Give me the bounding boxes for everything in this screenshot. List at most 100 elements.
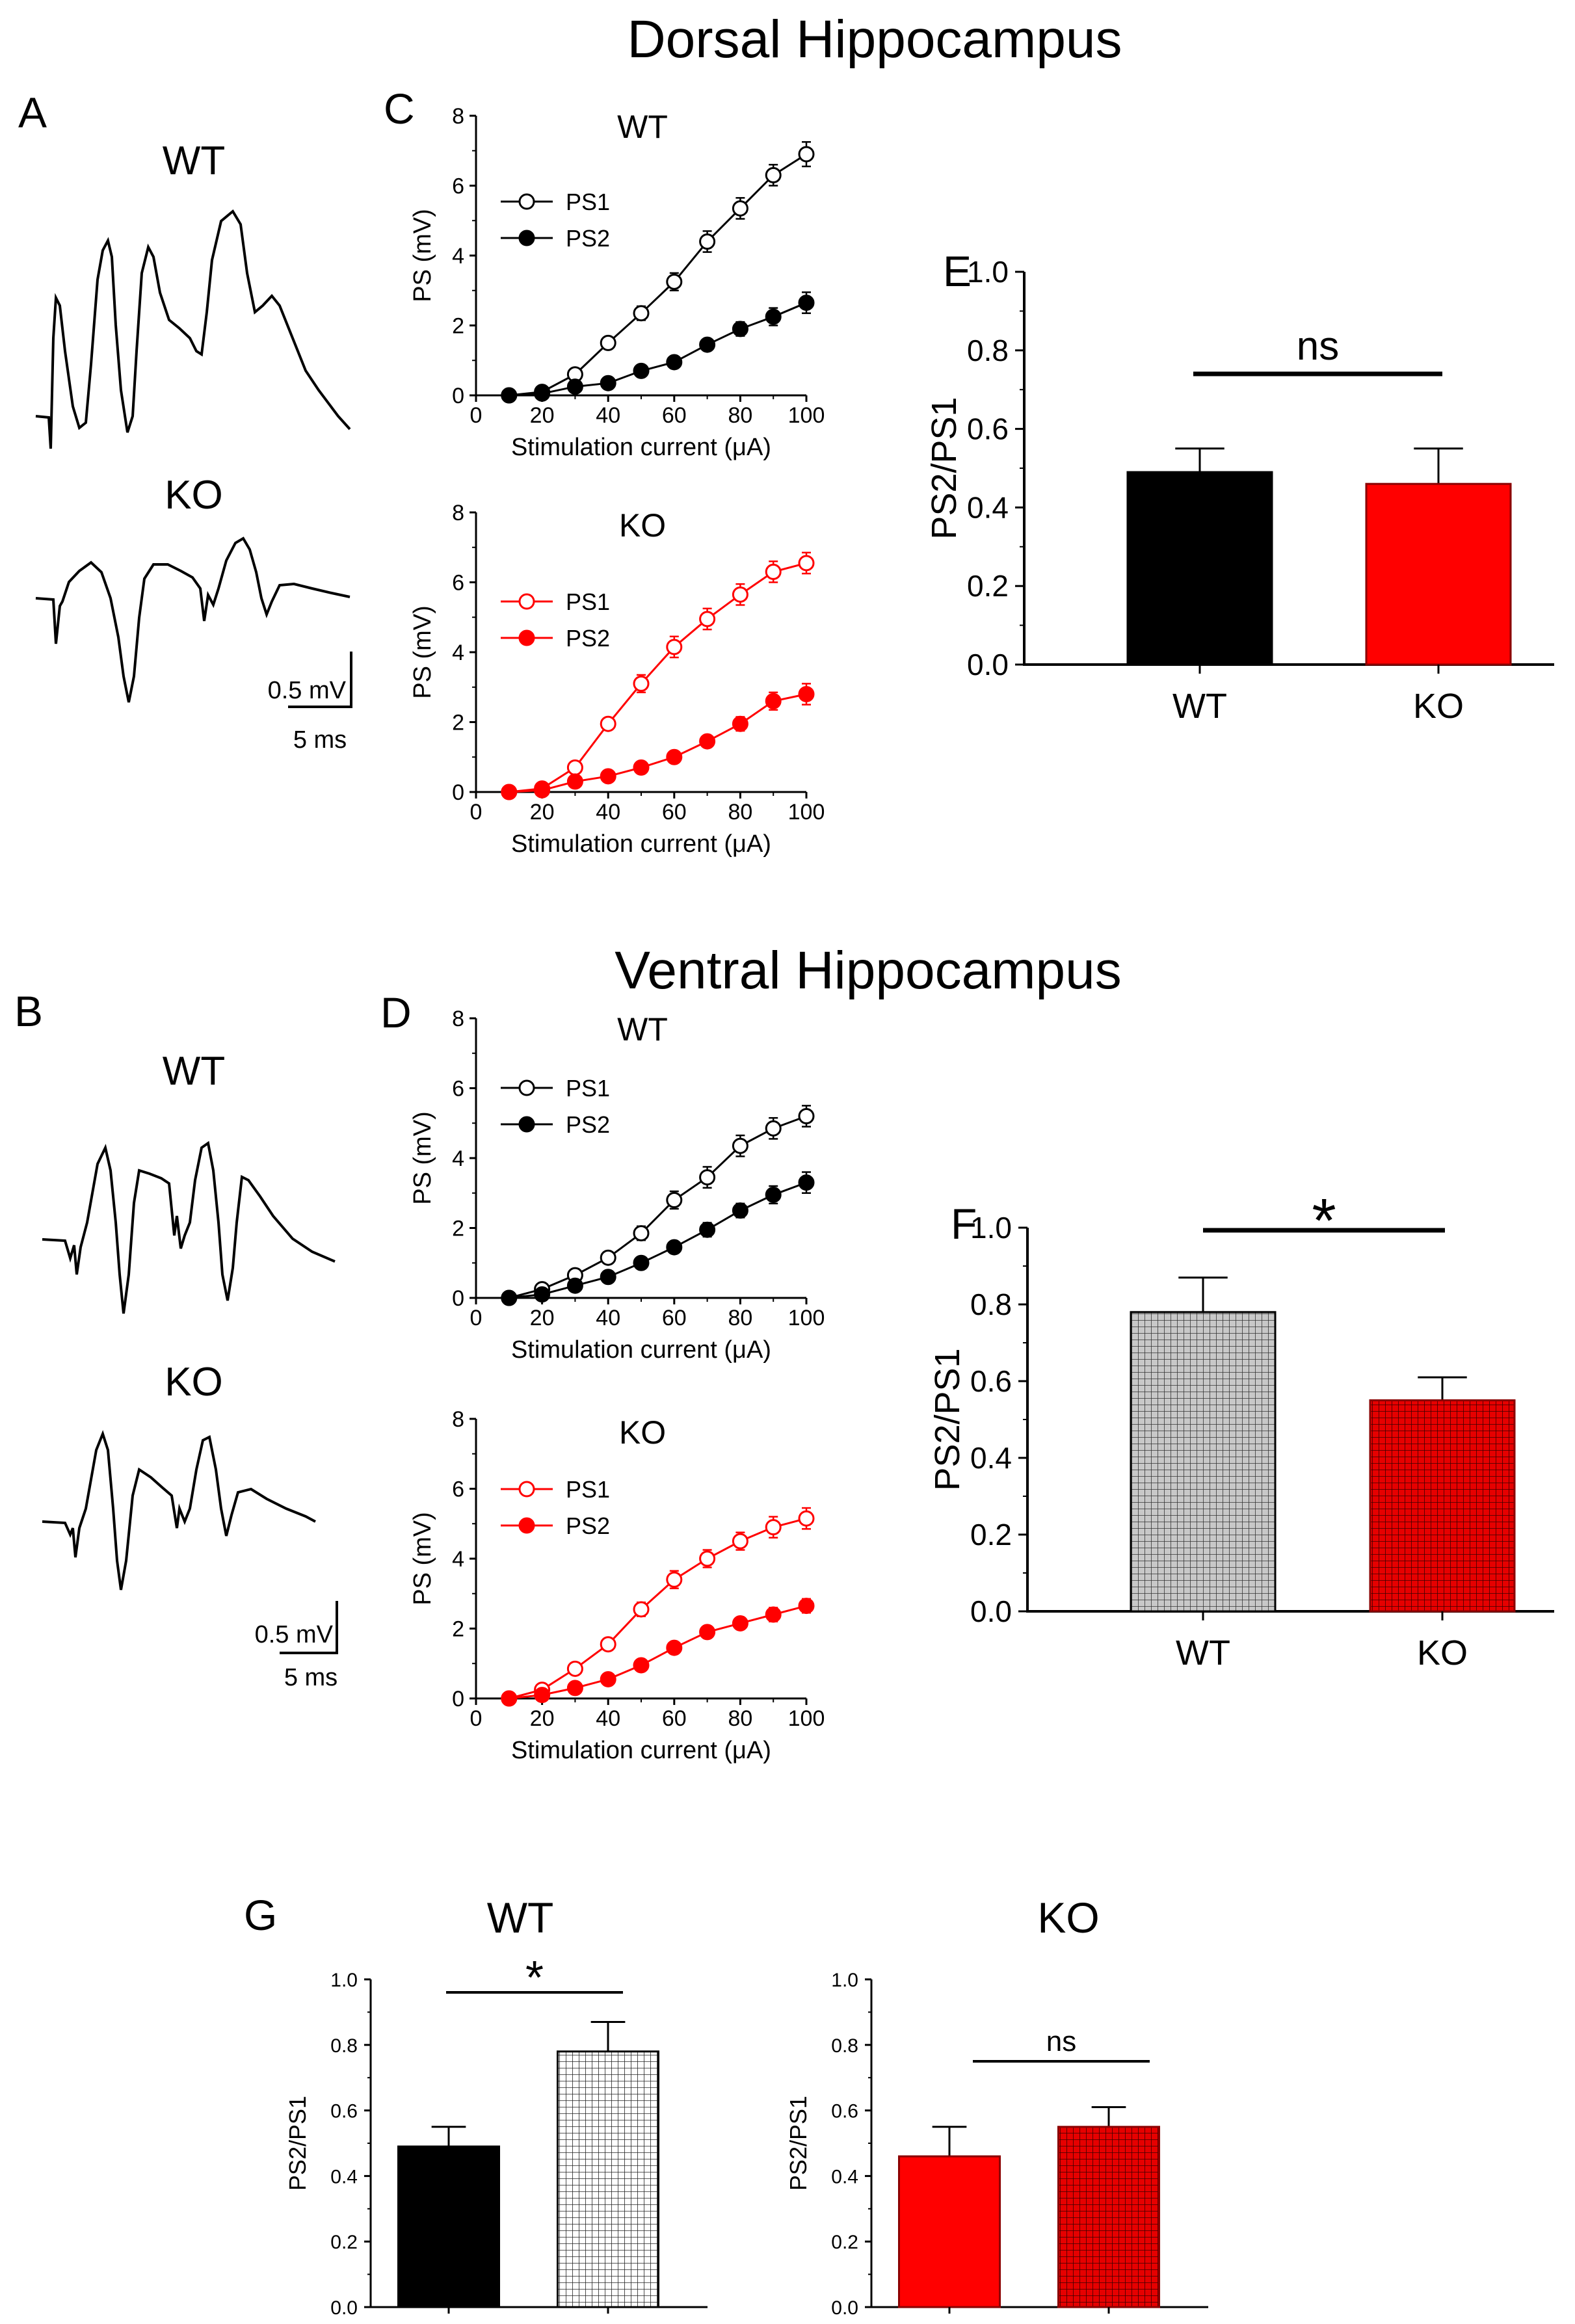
- c-ko-legend-label: PS2: [566, 625, 610, 652]
- e-y-tick-label: 0.2: [967, 569, 1009, 603]
- c-ko-point-ps2: [699, 733, 716, 750]
- g-ko-bar-dorsal: [898, 2155, 1001, 2308]
- f-y-tick-label: 0.2: [970, 1518, 1012, 1552]
- panel-letter-b: B: [14, 987, 43, 1035]
- trace-ko-dorsal: [35, 536, 351, 703]
- c-ko-point-ps2: [765, 693, 782, 709]
- d-ko-point-ps2: [501, 1690, 518, 1707]
- d-wt-point-ps2: [732, 1202, 748, 1219]
- d-wt-point-ps2: [633, 1254, 650, 1271]
- e-y-tick-label: 1.0: [967, 255, 1009, 289]
- c-ko-point-ps2: [633, 759, 650, 776]
- scale-voltage-dorsal: 0.5 mV: [268, 677, 347, 704]
- d-wt-legend-marker: [518, 1116, 535, 1133]
- g-ko-y-tick-label: 0.2: [831, 2232, 858, 2253]
- d-ko-point-ps1: [666, 1571, 683, 1588]
- d-ko-point-ps2: [699, 1624, 716, 1641]
- panel-letter-e: E: [943, 247, 972, 295]
- d-wt-point-ps1: [600, 1249, 616, 1266]
- g-ko-y-tick-label: 0.6: [831, 2101, 858, 2122]
- chart-e: 0.0 0.2 0.4 0.6 0.8 1.0 PS2/PS1 WT KO ns: [925, 255, 1554, 726]
- c-wt-title: WT: [617, 109, 668, 145]
- g-ko-title: KO: [1037, 1894, 1099, 1942]
- e-category-label: WT: [1172, 687, 1227, 726]
- g-wt-significance-label: *: [525, 1952, 544, 2004]
- d-wt-x-tick-label: 60: [662, 1306, 687, 1330]
- d-ko-series-line-ps2: [509, 1605, 807, 1700]
- chart-g-ko: 0.00.20.40.60.81.0PS2/PS1DorsalVentralns…: [785, 1894, 1208, 2324]
- d-wt-point-ps2: [798, 1174, 815, 1191]
- c-wt-legend-label: PS2: [566, 225, 610, 252]
- chart-d-wt: 0 20 40 60 80 100 0 2 4 6 8 Stimulation current (μA…: [409, 1007, 825, 1364]
- scale-bar-ventral: [280, 1601, 338, 1654]
- c-ko-point-ps1: [798, 555, 815, 572]
- d-ko-point-ps2: [600, 1670, 616, 1687]
- f-category-label: WT: [1176, 1633, 1230, 1672]
- d-ko-legend-marker: [518, 1481, 535, 1498]
- d-wt-point-ps2: [600, 1269, 616, 1286]
- c-wt-y-axis-label: PS (mV): [409, 209, 436, 302]
- d-ko-legend-label: PS2: [566, 1512, 610, 1539]
- c-wt-point-ps1: [666, 273, 683, 290]
- panel-letter-d: D: [380, 988, 412, 1037]
- g-wt-y-tick-label: 0.6: [330, 2101, 358, 2122]
- g-wt-bar-ventral: [557, 2050, 659, 2308]
- c-wt-legend-marker: [518, 230, 535, 246]
- d-ko-point-ps2: [534, 1687, 551, 1704]
- c-ko-x-tick-label: 60: [662, 800, 687, 825]
- trace-label-wt-dorsal: WT: [163, 139, 225, 183]
- d-wt-point-ps2: [566, 1277, 583, 1294]
- d-ko-x-tick-label: 100: [788, 1706, 825, 1731]
- c-wt-point-ps2: [732, 321, 748, 337]
- d-wt-y-tick-label: 6: [452, 1077, 464, 1102]
- f-bar-ko: [1369, 1399, 1516, 1613]
- panel-b-traces: WT KO 0.5 mV 5 ms: [42, 1049, 338, 1691]
- d-ko-point-ps2: [633, 1657, 650, 1674]
- c-ko-x-tick-label: 80: [728, 800, 752, 825]
- d-wt-x-axis-label: Stimulation current (μA): [511, 1336, 771, 1364]
- g-wt-y-tick-label: 0.4: [330, 2166, 358, 2187]
- c-ko-point-ps1: [666, 639, 683, 655]
- c-ko-x-tick-label: 0: [470, 800, 483, 825]
- c-wt-x-axis-label: Stimulation current (μA): [511, 434, 771, 461]
- e-y-tick-label: 0.8: [967, 334, 1009, 367]
- panel-letter-g: G: [244, 1891, 277, 1939]
- c-wt-point-ps2: [633, 362, 650, 379]
- d-ko-point-ps1: [600, 1636, 616, 1653]
- c-ko-title: KO: [619, 507, 666, 544]
- scale-time-dorsal: 5 ms: [293, 726, 347, 754]
- d-wt-x-tick-label: 100: [788, 1306, 825, 1330]
- dorsal-title: Dorsal Hippocampus: [627, 10, 1122, 69]
- ventral-title: Ventral Hippocampus: [615, 941, 1121, 1000]
- c-ko-point-ps1: [600, 715, 616, 732]
- g-ko-y-tick-label: 0.8: [831, 2035, 858, 2057]
- d-ko-legend-marker: [518, 1517, 535, 1534]
- d-ko-title: KO: [619, 1414, 666, 1451]
- d-ko-point-ps2: [765, 1606, 782, 1623]
- d-wt-y-tick-label: 8: [452, 1007, 464, 1031]
- g-wt-title: WT: [487, 1894, 554, 1942]
- d-ko-point-ps1: [798, 1510, 815, 1527]
- d-ko-y-tick-label: 0: [452, 1687, 464, 1711]
- d-ko-point-ps1: [765, 1519, 782, 1536]
- c-wt-y-tick-label: 0: [452, 384, 464, 408]
- d-wt-point-ps1: [633, 1225, 650, 1242]
- c-ko-point-ps2: [666, 748, 683, 765]
- c-wt-point-ps2: [765, 308, 782, 325]
- d-ko-y-tick-label: 8: [452, 1407, 464, 1432]
- chart-c-wt: 0 20 40 60 80 100 0 2 4 6 8 Stimulation current (μA…: [409, 104, 825, 461]
- c-ko-y-tick-label: 2: [452, 711, 464, 735]
- e-y-tick-label: 0.0: [967, 648, 1009, 681]
- c-wt-point-ps1: [765, 166, 782, 183]
- c-wt-point-ps2: [666, 354, 683, 371]
- panel-letter-f: F: [951, 1200, 977, 1248]
- g-ko-y-tick-label: 0.0: [831, 2297, 858, 2319]
- c-wt-y-tick-label: 6: [452, 174, 464, 199]
- d-ko-x-tick-label: 60: [662, 1706, 687, 1731]
- d-ko-x-tick-label: 40: [596, 1706, 620, 1731]
- e-y-tick-label: 0.6: [967, 412, 1009, 446]
- d-ko-point-ps1: [699, 1550, 716, 1567]
- trace-wt-ventral: [42, 1141, 336, 1314]
- c-ko-x-axis-label: Stimulation current (μA): [511, 830, 771, 858]
- d-ko-y-tick-label: 6: [452, 1477, 464, 1502]
